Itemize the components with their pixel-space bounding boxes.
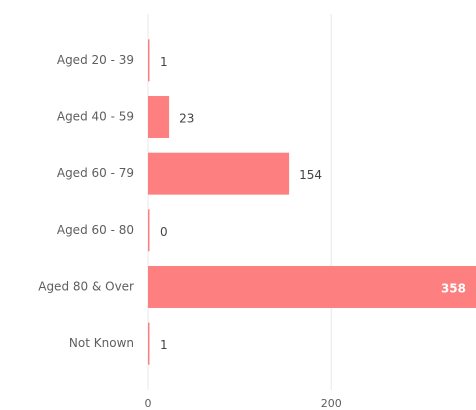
bar: [148, 152, 290, 195]
bar: [148, 266, 476, 308]
data-label: 23: [179, 112, 194, 126]
bar: [148, 39, 150, 82]
bar: [148, 96, 170, 138]
data-label: 0: [160, 225, 168, 239]
x-tick-label: 0: [145, 397, 152, 410]
bar: [148, 209, 150, 252]
x-tick-label: 200: [321, 397, 342, 410]
y-tick-label: Aged 80 & Over: [38, 280, 134, 294]
y-tick-label: Aged 20 - 39: [57, 53, 134, 67]
y-tick-label: Not Known: [69, 336, 134, 350]
data-label: 1: [160, 55, 168, 69]
y-tick-label: Aged 40 - 59: [57, 110, 134, 124]
data-label: 358: [441, 282, 466, 296]
data-label: 1: [160, 338, 168, 352]
bar: [148, 322, 150, 365]
data-label: 154: [299, 168, 322, 182]
y-tick-label: Aged 60 - 80: [57, 223, 134, 237]
y-tick-label: Aged 60 - 79: [57, 166, 134, 180]
